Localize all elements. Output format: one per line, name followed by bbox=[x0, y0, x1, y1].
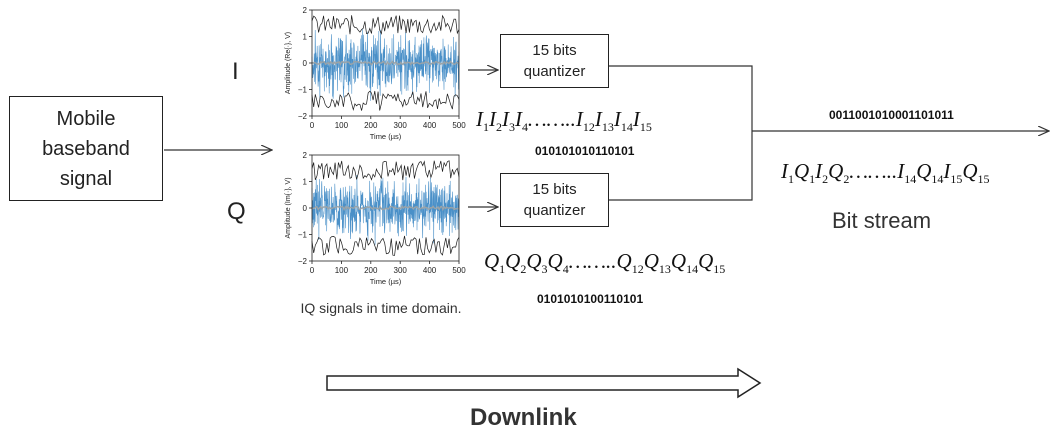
sequence-term: I14 bbox=[897, 159, 917, 187]
mobile-baseband-box: Mobile baseband signal bbox=[9, 96, 163, 201]
y-tick-label: 0 bbox=[303, 204, 308, 213]
x-tick-label: 100 bbox=[335, 121, 349, 130]
q-sample-sequence: Q1Q2Q3Q4……..Q12Q13Q14Q15 bbox=[484, 249, 725, 277]
y-tick-label: −1 bbox=[298, 86, 308, 95]
interleaved-sequence: I1Q1I2Q2……..I14Q14I15Q15 bbox=[781, 159, 990, 187]
sequence-term: I1 bbox=[781, 159, 794, 187]
y-tick-label: −2 bbox=[298, 112, 308, 121]
sequence-term: I14 bbox=[613, 107, 633, 135]
bit-stream-label: Bit stream bbox=[832, 208, 932, 233]
sequence-term: Q1 bbox=[794, 159, 816, 187]
upper-envelope bbox=[311, 160, 460, 181]
x-tick-label: 0 bbox=[310, 121, 315, 130]
signal-trace bbox=[311, 174, 460, 245]
signal-trace bbox=[311, 29, 460, 105]
sequence-term: Q12 bbox=[616, 249, 644, 277]
y-tick-label: 1 bbox=[303, 33, 308, 42]
sequence-term: Q3 bbox=[526, 249, 548, 277]
y-axis-label: Amplitude (Im{·}, V) bbox=[285, 177, 292, 238]
x-tick-label: 100 bbox=[335, 266, 349, 275]
sequence-term: Q15 bbox=[698, 249, 726, 277]
i-channel-label: I bbox=[232, 58, 239, 85]
sequence-term: I1 bbox=[476, 107, 489, 135]
sequence-term: I15 bbox=[632, 107, 652, 135]
i-bits: 010101010110101 bbox=[535, 144, 635, 158]
y-tick-label: 2 bbox=[303, 6, 308, 15]
sequence-term: Q1 bbox=[484, 249, 506, 277]
x-tick-label: 500 bbox=[452, 266, 466, 275]
sequence-term: Q15 bbox=[962, 159, 990, 187]
sequence-term: I15 bbox=[943, 159, 963, 187]
i-quantizer-label: 15 bits quantizer bbox=[523, 42, 586, 80]
y-tick-label: −2 bbox=[298, 257, 308, 266]
q-quantizer-box: 15 bits quantizer bbox=[500, 173, 609, 227]
baseline-trace bbox=[311, 205, 460, 212]
sequence-term: Q14 bbox=[916, 159, 944, 187]
x-tick-label: 300 bbox=[394, 266, 408, 275]
sequence-term: Q2 bbox=[505, 249, 527, 277]
i-quantizer-box: 15 bits quantizer bbox=[500, 34, 609, 88]
q-quantizer-label: 15 bits quantizer bbox=[523, 181, 586, 219]
sequence-term: Q14 bbox=[670, 249, 699, 277]
sequence-term: …….. bbox=[528, 107, 576, 131]
i-sample-sequence: I1I2I3I4……..I12I13I14I15 bbox=[476, 107, 652, 135]
downlink-arrow bbox=[326, 367, 762, 399]
q-channel-label: Q bbox=[227, 198, 246, 225]
y-axis-label: Amplitude (Re{·}, V) bbox=[285, 32, 292, 94]
sequence-term: I4 bbox=[515, 107, 528, 135]
x-tick-label: 200 bbox=[364, 121, 378, 130]
merge-line bbox=[609, 65, 753, 201]
x-axis-label: Time (µs) bbox=[370, 132, 402, 141]
sequence-term: Q2 bbox=[828, 159, 850, 187]
output-bits: 0011001010001101011 bbox=[829, 108, 954, 122]
x-tick-label: 200 bbox=[364, 266, 378, 275]
y-tick-label: 1 bbox=[303, 178, 308, 187]
sequence-term: I12 bbox=[575, 107, 595, 135]
lower-envelope bbox=[311, 235, 460, 256]
sequence-term: I13 bbox=[594, 107, 614, 135]
mobile-baseband-label: Mobile baseband signal bbox=[42, 107, 130, 190]
q-bits: 0101010100110101 bbox=[537, 292, 644, 306]
sequence-term: …….. bbox=[849, 159, 898, 183]
sequence-term: Q13 bbox=[643, 249, 671, 277]
upper-envelope bbox=[311, 14, 460, 35]
y-tick-label: −1 bbox=[298, 231, 308, 240]
lower-envelope bbox=[311, 90, 460, 112]
sequence-term: I3 bbox=[502, 107, 515, 135]
sequence-term: …….. bbox=[568, 249, 617, 273]
y-tick-label: 2 bbox=[303, 151, 308, 160]
downlink-label: Downlink bbox=[470, 404, 577, 431]
baseline-trace bbox=[311, 60, 460, 67]
sequence-term: I2 bbox=[489, 107, 502, 135]
sequence-term: Q4 bbox=[547, 249, 569, 277]
x-tick-label: 400 bbox=[423, 266, 437, 275]
x-tick-label: 400 bbox=[423, 121, 437, 130]
x-tick-label: 300 bbox=[394, 121, 408, 130]
x-tick-label: 0 bbox=[310, 266, 315, 275]
iq-caption: IQ signals in time domain. bbox=[300, 300, 462, 316]
x-axis-label: Time (µs) bbox=[370, 277, 402, 286]
y-tick-label: 0 bbox=[303, 59, 308, 68]
x-tick-label: 500 bbox=[452, 121, 466, 130]
sequence-term: I2 bbox=[815, 159, 829, 187]
